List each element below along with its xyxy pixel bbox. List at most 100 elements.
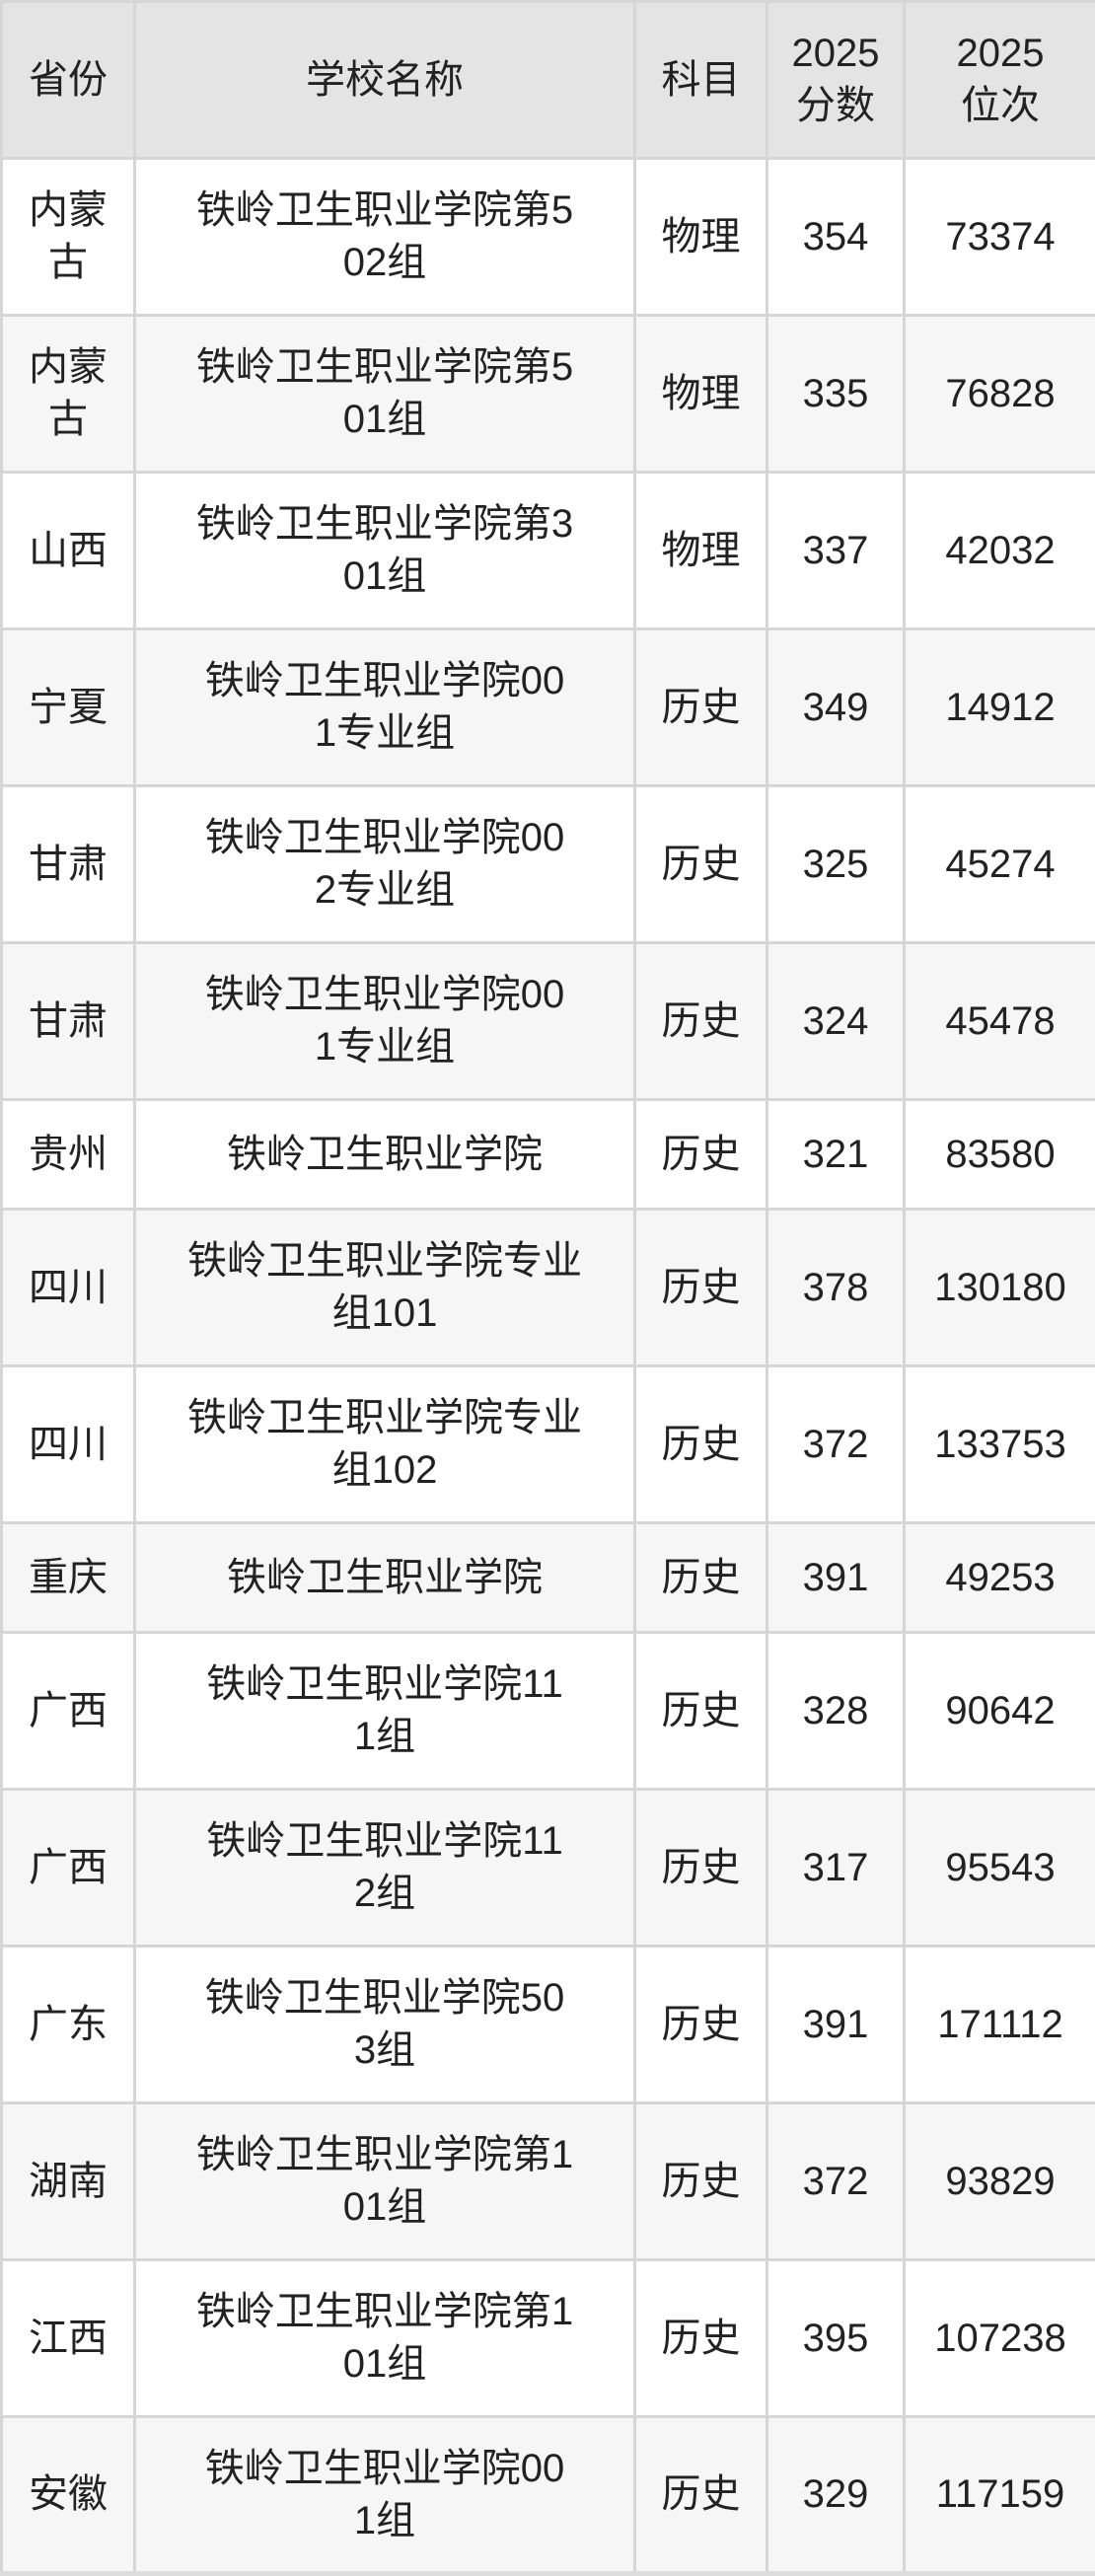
table-row: 甘肃 铁岭卫生职业学院00 2专业组 历史 325 45274 [2, 786, 1095, 943]
cell-school-name: 铁岭卫生职业学院专业 组101 [135, 1210, 635, 1366]
header-cell-school-name: 学校名称 [135, 2, 635, 159]
cell-subject: 历史 [635, 2103, 767, 2260]
cell-score: 372 [767, 1366, 905, 1523]
cell-province: 宁夏 [2, 629, 135, 786]
cell-subject: 历史 [635, 1633, 767, 1790]
cell-school-name: 铁岭卫生职业学院第3 01组 [135, 473, 635, 629]
cell-province: 四川 [2, 1210, 135, 1366]
cell-subject: 物理 [635, 316, 767, 473]
cell-score: 321 [767, 1100, 905, 1210]
table-row: 宁夏 铁岭卫生职业学院00 1专业组 历史 349 14912 [2, 629, 1095, 786]
cell-score: 395 [767, 2260, 905, 2417]
cell-score: 337 [767, 473, 905, 629]
table-row: 贵州 铁岭卫生职业学院 历史 321 83580 [2, 1100, 1095, 1210]
cell-rank: 49253 [905, 1523, 1095, 1633]
cell-rank: 45478 [905, 943, 1095, 1100]
cell-rank: 93829 [905, 2103, 1095, 2260]
cell-province: 内蒙 古 [2, 159, 135, 316]
cell-subject: 历史 [635, 1523, 767, 1633]
cell-province: 甘肃 [2, 786, 135, 943]
cell-rank: 76828 [905, 316, 1095, 473]
cell-score: 391 [767, 1523, 905, 1633]
cell-school-name: 铁岭卫生职业学院第1 01组 [135, 2260, 635, 2417]
table-row: 广东 铁岭卫生职业学院50 3组 历史 391 171112 [2, 1947, 1095, 2103]
cell-school-name: 铁岭卫生职业学院11 1组 [135, 1633, 635, 1790]
table-row: 内蒙 古 铁岭卫生职业学院第5 02组 物理 354 73374 [2, 159, 1095, 316]
table-row: 重庆 铁岭卫生职业学院 历史 391 49253 [2, 1523, 1095, 1633]
cell-subject: 物理 [635, 473, 767, 629]
table-row: 广西 铁岭卫生职业学院11 1组 历史 328 90642 [2, 1633, 1095, 1790]
cell-school-name: 铁岭卫生职业学院第5 02组 [135, 159, 635, 316]
table-row: 湖南 铁岭卫生职业学院第1 01组 历史 372 93829 [2, 2103, 1095, 2260]
cell-score: 325 [767, 786, 905, 943]
cell-score: 329 [767, 2417, 905, 2574]
cell-school-name: 铁岭卫生职业学院00 2专业组 [135, 786, 635, 943]
cell-subject: 历史 [635, 786, 767, 943]
table-header: 省份 学校名称 科目 2025 分数 2025 位次 [2, 2, 1095, 159]
table-row: 内蒙 古 铁岭卫生职业学院第5 01组 物理 335 76828 [2, 316, 1095, 473]
table-row: 安徽 铁岭卫生职业学院00 1组 历史 329 117159 [2, 2417, 1095, 2574]
cell-school-name: 铁岭卫生职业学院第1 01组 [135, 2103, 635, 2260]
cell-rank: 133753 [905, 1366, 1095, 1523]
cell-score: 349 [767, 629, 905, 786]
table-row: 四川 铁岭卫生职业学院专业 组101 历史 378 130180 [2, 1210, 1095, 1366]
cell-subject: 历史 [635, 2260, 767, 2417]
header-cell-province: 省份 [2, 2, 135, 159]
cell-school-name: 铁岭卫生职业学院第5 01组 [135, 316, 635, 473]
table-row: 广西 铁岭卫生职业学院11 2组 历史 317 95543 [2, 1790, 1095, 1947]
cell-subject: 历史 [635, 1947, 767, 2103]
cell-score: 372 [767, 2103, 905, 2260]
cell-subject: 历史 [635, 629, 767, 786]
cell-school-name: 铁岭卫生职业学院 [135, 1100, 635, 1210]
cell-rank: 107238 [905, 2260, 1095, 2417]
cell-rank: 45274 [905, 786, 1095, 943]
cell-school-name: 铁岭卫生职业学院11 2组 [135, 1790, 635, 1947]
table-row: 江西 铁岭卫生职业学院第1 01组 历史 395 107238 [2, 2260, 1095, 2417]
cell-province: 广东 [2, 1947, 135, 2103]
cell-province: 山西 [2, 473, 135, 629]
cell-province: 广西 [2, 1633, 135, 1790]
cell-subject: 历史 [635, 1100, 767, 1210]
cell-school-name: 铁岭卫生职业学院 [135, 1523, 635, 1633]
cell-score: 335 [767, 316, 905, 473]
cell-subject: 历史 [635, 1210, 767, 1366]
cell-province: 内蒙 古 [2, 316, 135, 473]
cell-province: 安徽 [2, 2417, 135, 2574]
cell-province: 贵州 [2, 1100, 135, 1210]
cell-school-name: 铁岭卫生职业学院00 1组 [135, 2417, 635, 2574]
cell-province: 江西 [2, 2260, 135, 2417]
cell-rank: 117159 [905, 2417, 1095, 2574]
cell-rank: 130180 [905, 1210, 1095, 1366]
header-cell-subject: 科目 [635, 2, 767, 159]
cell-subject: 历史 [635, 1366, 767, 1523]
cell-score: 391 [767, 1947, 905, 2103]
cell-rank: 90642 [905, 1633, 1095, 1790]
cell-score: 328 [767, 1633, 905, 1790]
cell-subject: 物理 [635, 159, 767, 316]
cell-subject: 历史 [635, 2417, 767, 2574]
table-row: 甘肃 铁岭卫生职业学院00 1专业组 历史 324 45478 [2, 943, 1095, 1100]
cell-province: 广西 [2, 1790, 135, 1947]
header-cell-2025-rank: 2025 位次 [905, 2, 1095, 159]
cell-province: 四川 [2, 1366, 135, 1523]
cell-province: 重庆 [2, 1523, 135, 1633]
table-row: 山西 铁岭卫生职业学院第3 01组 物理 337 42032 [2, 473, 1095, 629]
table-row: 四川 铁岭卫生职业学院专业 组102 历史 372 133753 [2, 1366, 1095, 1523]
table-body: 内蒙 古 铁岭卫生职业学院第5 02组 物理 354 73374 内蒙 古 铁岭… [2, 159, 1095, 2574]
cell-score: 324 [767, 943, 905, 1100]
cell-subject: 历史 [635, 1790, 767, 1947]
cell-rank: 95543 [905, 1790, 1095, 1947]
cell-rank: 171112 [905, 1947, 1095, 2103]
header-cell-2025-score: 2025 分数 [767, 2, 905, 159]
cell-school-name: 铁岭卫生职业学院专业 组102 [135, 1366, 635, 1523]
header-row: 省份 学校名称 科目 2025 分数 2025 位次 [2, 2, 1095, 159]
cell-score: 378 [767, 1210, 905, 1366]
cell-rank: 83580 [905, 1100, 1095, 1210]
cell-school-name: 铁岭卫生职业学院50 3组 [135, 1947, 635, 2103]
cell-score: 354 [767, 159, 905, 316]
cell-rank: 42032 [905, 473, 1095, 629]
cell-province: 湖南 [2, 2103, 135, 2260]
cell-score: 317 [767, 1790, 905, 1947]
cell-province: 甘肃 [2, 943, 135, 1100]
